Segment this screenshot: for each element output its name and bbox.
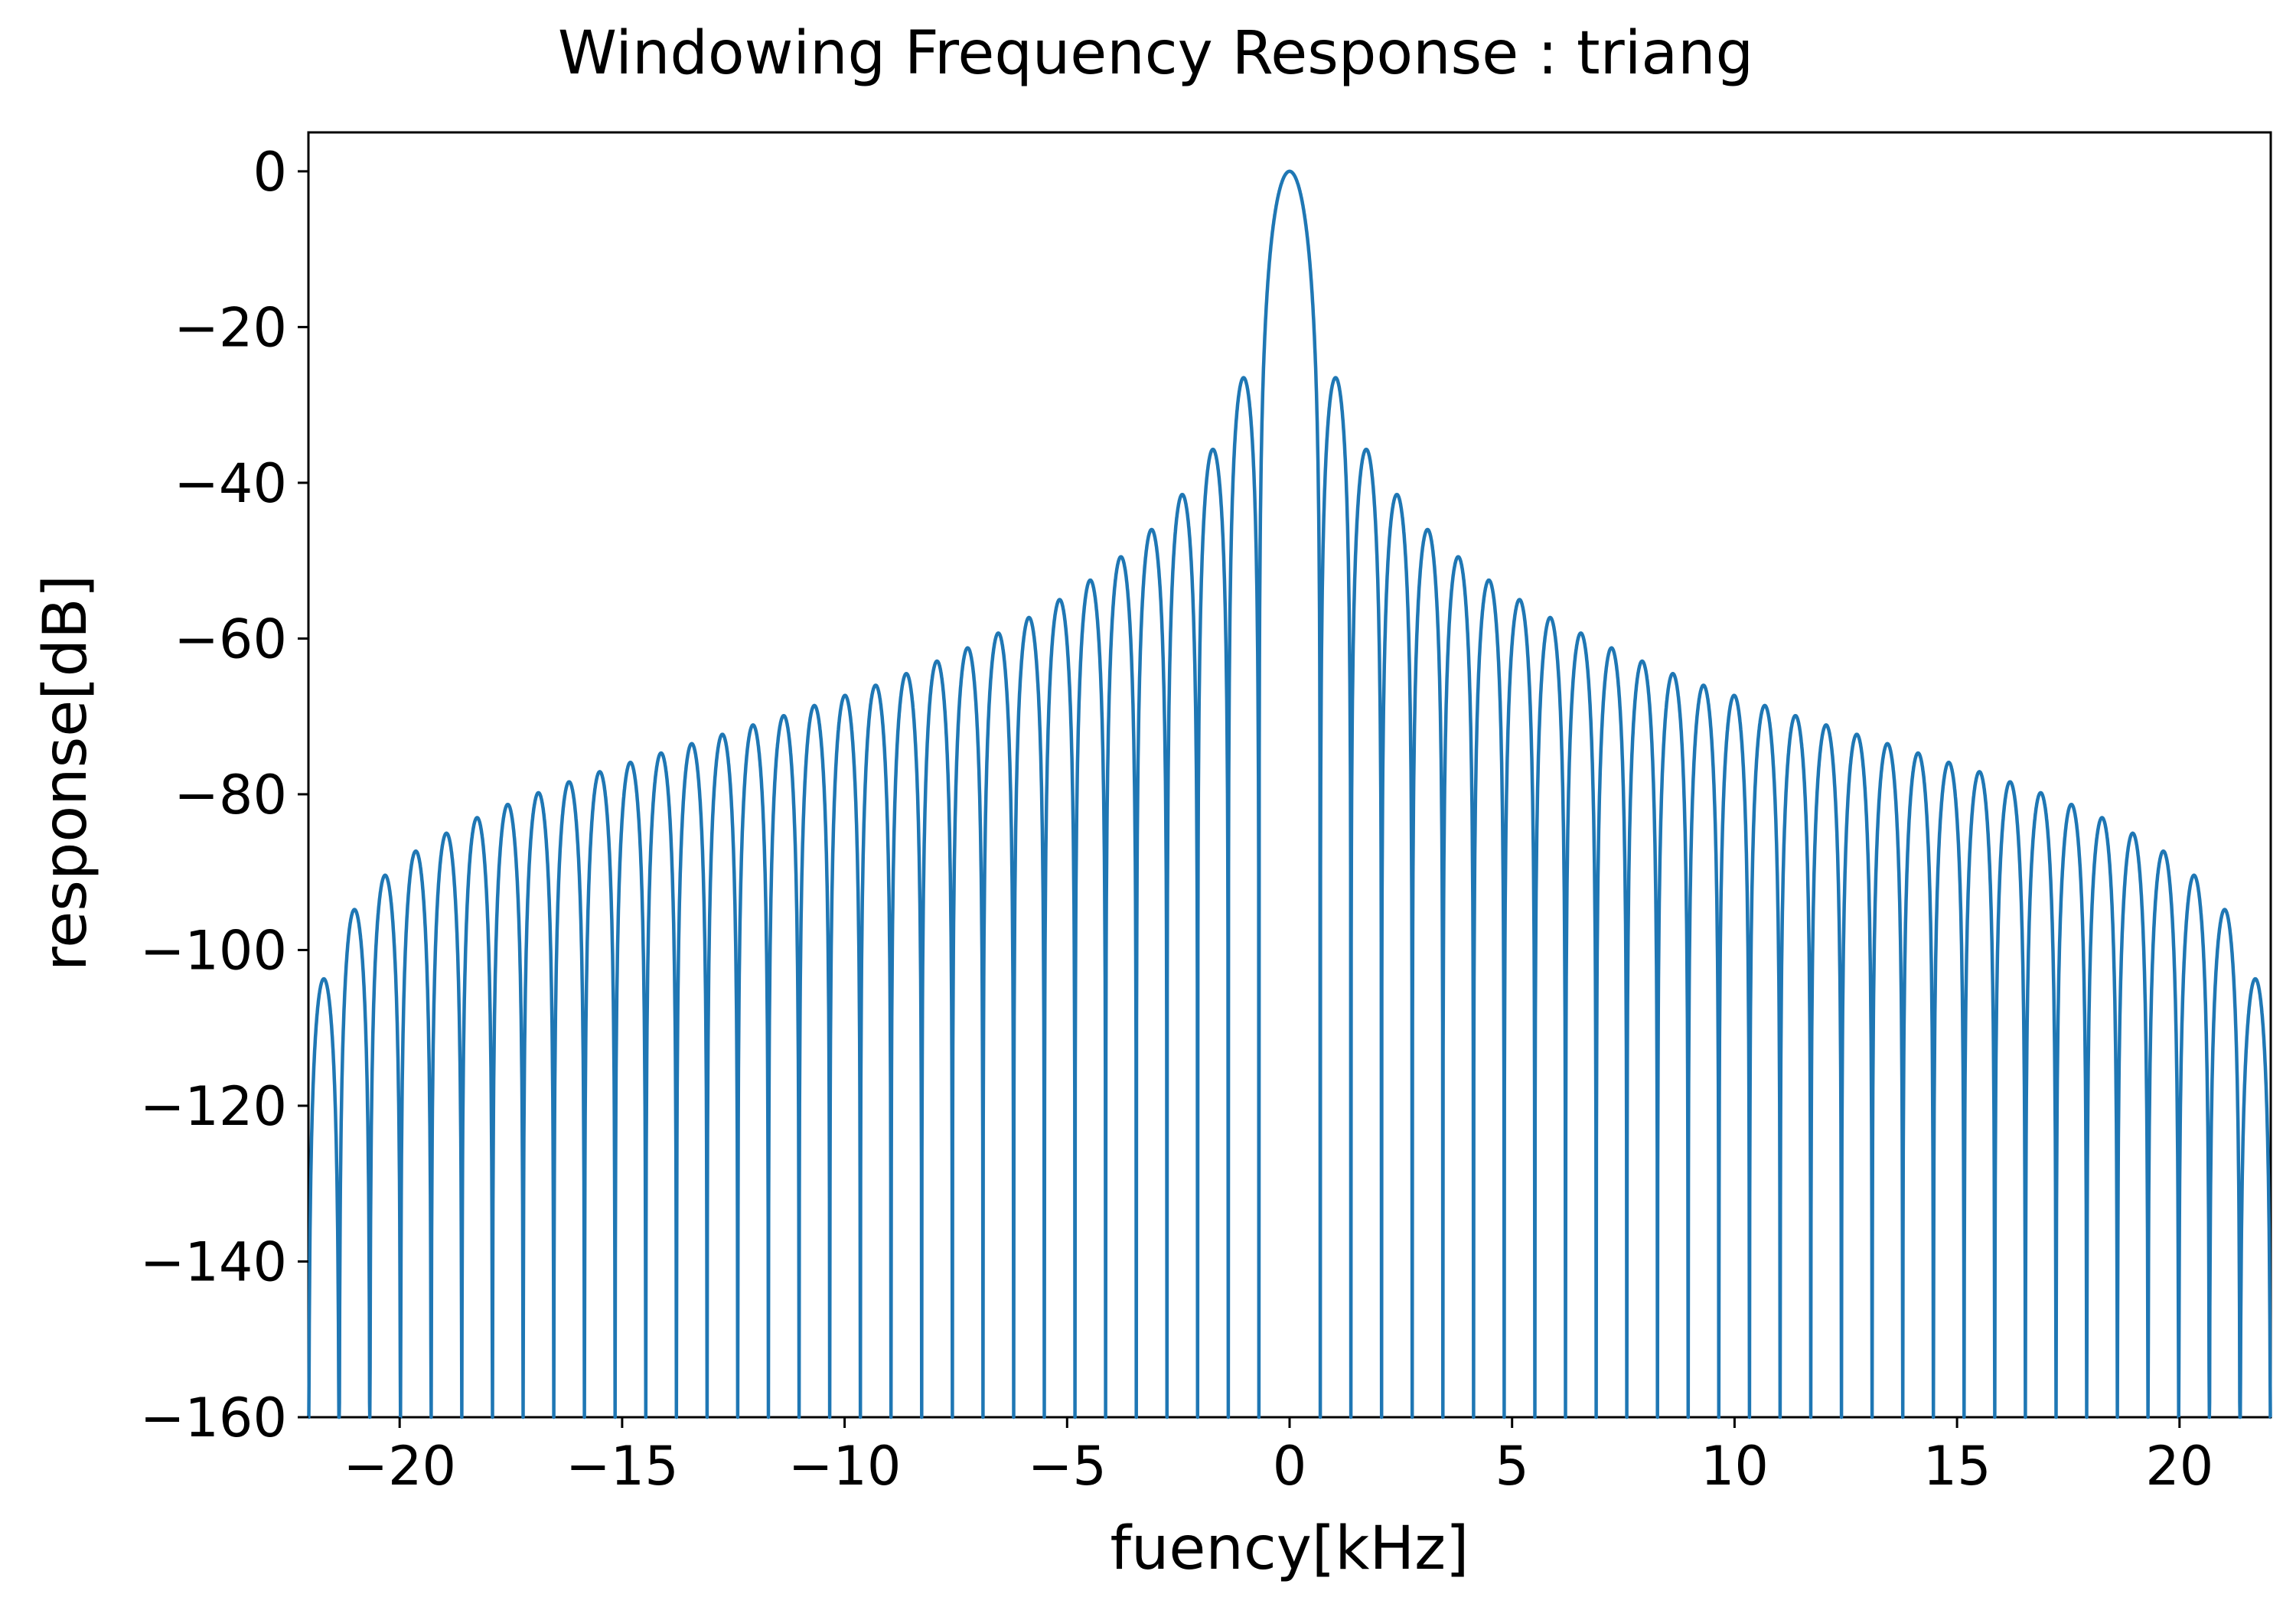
y-tick-label: −160 — [140, 1387, 287, 1449]
x-tick-label: 5 — [1495, 1435, 1529, 1498]
x-axis-label: fuency[kHz] — [1110, 1514, 1469, 1583]
chart-title: Windowing Frequency Response : triang — [558, 19, 1753, 88]
y-axis-ticks: 0 −20 −40 −60 −80 −100 −120 −140 −160 — [140, 141, 308, 1449]
x-axis-ticks: −20 −15 −10 −5 0 5 10 15 20 — [343, 1417, 2213, 1498]
x-tick-label: −20 — [343, 1435, 456, 1498]
x-tick-label: −15 — [566, 1435, 679, 1498]
y-tick-label: −100 — [140, 919, 287, 982]
y-tick-label: −120 — [140, 1075, 287, 1138]
y-tick-label: −40 — [174, 452, 287, 515]
y-tick-label: −140 — [140, 1231, 287, 1293]
x-tick-label: 0 — [1273, 1435, 1307, 1498]
y-axis-label: response[dB] — [31, 575, 100, 971]
y-tick-label: −20 — [174, 296, 287, 359]
plot-area — [306, 131, 2273, 1420]
x-tick-label: 15 — [1923, 1435, 1991, 1498]
x-tick-label: 20 — [2145, 1435, 2213, 1498]
x-tick-label: −5 — [1028, 1435, 1107, 1498]
y-tick-label: −60 — [174, 608, 287, 670]
response-curve — [306, 169, 2273, 1420]
y-tick-label: −80 — [174, 764, 287, 826]
x-tick-label: 10 — [1701, 1435, 1769, 1498]
y-tick-label: 0 — [253, 141, 287, 204]
x-tick-label: −10 — [788, 1435, 902, 1498]
